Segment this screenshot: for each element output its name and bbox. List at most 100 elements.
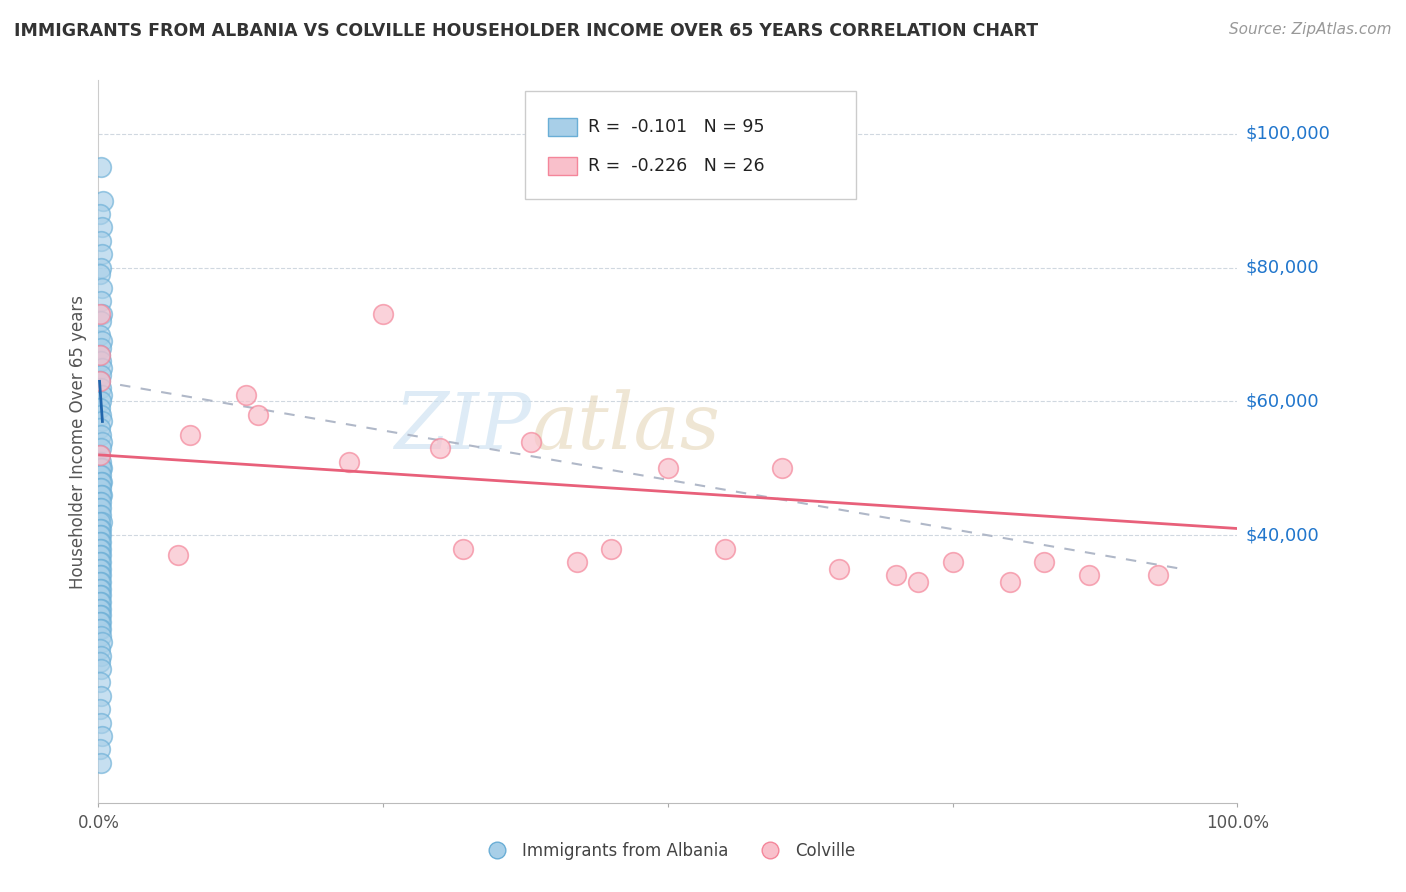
Point <box>90 528 112 542</box>
Point <box>90 534 112 549</box>
Point <box>89 555 111 569</box>
Point <box>90 293 112 308</box>
Point <box>89 575 111 590</box>
Point <box>1032 555 1054 569</box>
Point <box>89 348 111 362</box>
Point <box>90 475 112 489</box>
Point <box>90 461 112 475</box>
Point <box>770 461 793 475</box>
Point <box>90 488 112 502</box>
Point <box>89 515 111 529</box>
Point <box>90 628 112 642</box>
Point <box>90 689 112 703</box>
Point <box>90 622 112 636</box>
Point <box>89 401 111 416</box>
Point <box>89 655 111 669</box>
Point <box>90 434 112 449</box>
Point <box>89 207 111 221</box>
Point <box>89 494 111 508</box>
Point <box>90 414 112 428</box>
Point <box>90 501 112 516</box>
Point <box>90 475 112 489</box>
Point <box>90 441 112 455</box>
Point <box>167 548 190 563</box>
Point <box>90 508 112 523</box>
Point <box>1146 568 1168 582</box>
Point <box>600 541 623 556</box>
Point <box>90 555 112 569</box>
Point <box>89 528 111 542</box>
Point <box>89 702 111 716</box>
Text: $100,000: $100,000 <box>1246 125 1330 143</box>
Point <box>89 348 111 362</box>
Point <box>1078 568 1101 582</box>
Bar <box>548 156 576 175</box>
Legend: Immigrants from Albania, Colville: Immigrants from Albania, Colville <box>474 836 862 867</box>
Point <box>907 575 929 590</box>
Point <box>89 448 111 462</box>
Point <box>90 394 112 409</box>
Point <box>90 381 112 395</box>
Point <box>90 568 112 582</box>
Point <box>90 521 112 535</box>
Point <box>90 234 112 248</box>
Point <box>89 521 111 535</box>
Point <box>91 194 114 208</box>
Point <box>89 742 111 756</box>
Point <box>90 161 112 175</box>
Point <box>89 467 111 482</box>
Point <box>90 602 112 616</box>
Point <box>90 589 112 603</box>
Point <box>90 427 112 442</box>
Point <box>89 602 111 616</box>
Point <box>90 635 112 649</box>
Point <box>89 482 111 496</box>
Point <box>89 615 111 630</box>
Point <box>89 675 111 690</box>
Point <box>90 488 112 502</box>
Point <box>179 427 201 442</box>
Point <box>90 648 112 663</box>
Text: R =  -0.226   N = 26: R = -0.226 N = 26 <box>588 156 765 175</box>
Point <box>90 595 112 609</box>
Point <box>90 281 112 295</box>
Point <box>90 715 112 730</box>
Point <box>90 729 112 743</box>
Point <box>90 408 112 422</box>
Point <box>90 454 112 469</box>
Point <box>90 467 112 482</box>
Point <box>90 260 112 275</box>
Point <box>90 608 112 623</box>
Text: $40,000: $40,000 <box>1246 526 1319 544</box>
Point <box>89 622 111 636</box>
Bar <box>548 119 576 136</box>
Text: R =  -0.101   N = 95: R = -0.101 N = 95 <box>588 119 765 136</box>
Point <box>89 582 111 596</box>
Point <box>371 307 394 321</box>
Point <box>89 448 111 462</box>
Point <box>89 642 111 657</box>
Point <box>90 461 112 475</box>
Point <box>90 307 112 321</box>
Point <box>89 501 111 516</box>
FancyBboxPatch shape <box>526 91 856 200</box>
Text: $60,000: $60,000 <box>1246 392 1319 410</box>
Point <box>89 595 111 609</box>
Point <box>337 454 360 469</box>
Point <box>89 548 111 563</box>
Point <box>998 575 1021 590</box>
Point <box>90 482 112 496</box>
Point <box>89 268 111 282</box>
Point <box>90 562 112 576</box>
Point <box>90 314 112 328</box>
Point <box>89 375 111 389</box>
Text: ZIP: ZIP <box>394 389 531 466</box>
Text: Source: ZipAtlas.com: Source: ZipAtlas.com <box>1229 22 1392 37</box>
Point <box>429 441 451 455</box>
Point <box>89 541 111 556</box>
Point <box>90 387 112 401</box>
Point <box>714 541 737 556</box>
Point <box>884 568 907 582</box>
Point <box>90 247 112 261</box>
Point <box>565 555 588 569</box>
